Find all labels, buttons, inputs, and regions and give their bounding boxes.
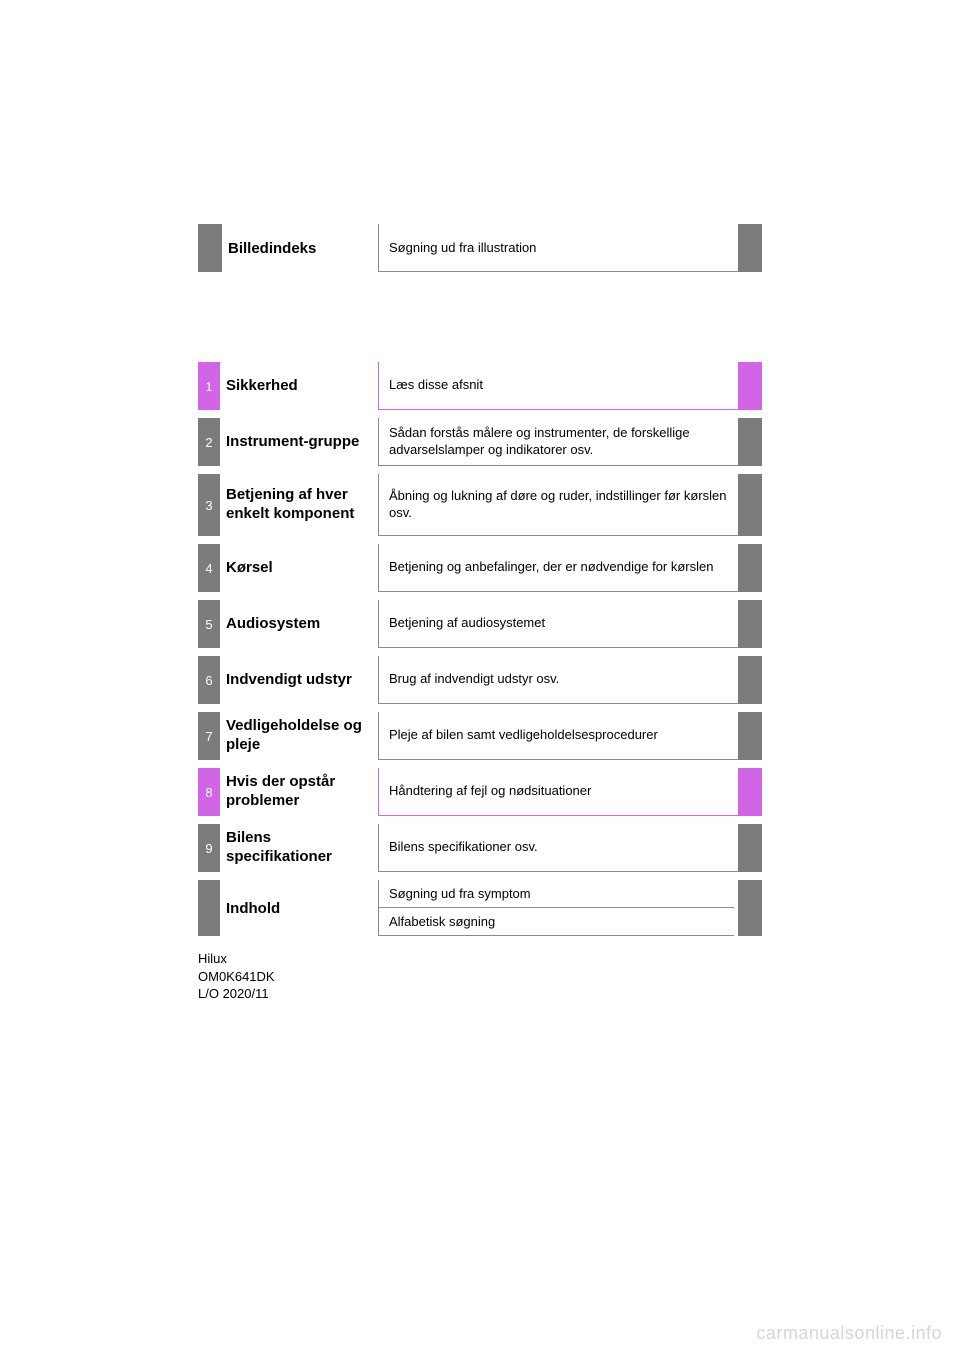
tab-block bbox=[198, 224, 222, 272]
chapter-desc: Sådan forstås målere og instrumenter, de… bbox=[378, 418, 738, 466]
chapter-number: 6 bbox=[198, 656, 220, 704]
chapter-title: Betjening af hver enkelt komponent bbox=[220, 474, 378, 536]
edge-tab bbox=[738, 600, 762, 648]
chapter-title: Sikkerhed bbox=[220, 362, 378, 410]
chapter-desc: Læs disse afsnit bbox=[378, 362, 738, 410]
chapter-desc: Pleje af bilen samt vedligeholdelsesproc… bbox=[378, 712, 738, 760]
contents-row[interactable]: Indhold Søgning ud fra symptom Alfabetis… bbox=[198, 880, 762, 936]
pictorial-index-desc: Søgning ud fra illustration bbox=[378, 224, 738, 272]
chapter-title: Indvendigt udstyr bbox=[220, 656, 378, 704]
chapter-desc: Brug af indvendigt udstyr osv. bbox=[378, 656, 738, 704]
edge-tab bbox=[738, 224, 762, 272]
chapter-number: 3 bbox=[198, 474, 220, 536]
edge-tab bbox=[738, 656, 762, 704]
chapter-row[interactable]: 5AudiosystemBetjening af audiosystemet bbox=[198, 600, 762, 648]
chapter-title: Kørsel bbox=[220, 544, 378, 592]
chapter-number: 1 bbox=[198, 362, 220, 410]
chapter-row[interactable]: 9Bilens specifikationerBilens specifikat… bbox=[198, 824, 762, 872]
chapter-desc: Betjening og anbefalinger, der er nødven… bbox=[378, 544, 738, 592]
chapter-row[interactable]: 2Instrument-gruppeSådan forstås målere o… bbox=[198, 418, 762, 466]
chapter-row[interactable]: 4KørselBetjening og anbefalinger, der er… bbox=[198, 544, 762, 592]
edge-tab bbox=[738, 362, 762, 410]
footer-model: Hilux bbox=[198, 950, 762, 968]
contents-alpha-row[interactable]: Alfabetisk søgning bbox=[378, 908, 762, 936]
chapter-title: Bilens specifikationer bbox=[220, 824, 378, 872]
footer-date: L/O 2020/11 bbox=[198, 985, 762, 1003]
contents-right: Søgning ud fra symptom Alfabetisk søgnin… bbox=[378, 880, 762, 936]
contents-symptom-label: Søgning ud fra symptom bbox=[378, 880, 734, 908]
chapter-number: 8 bbox=[198, 768, 220, 816]
chapter-list: 1SikkerhedLæs disse afsnit 2Instrument-gr… bbox=[198, 362, 762, 872]
contents-title: Indhold bbox=[220, 880, 378, 936]
chapter-desc: Betjening af audiosystemet bbox=[378, 600, 738, 648]
watermark-text: carmanualsonline.info bbox=[756, 1323, 942, 1344]
pictorial-index-row[interactable]: Billedindeks Søgning ud fra illustration bbox=[198, 224, 762, 272]
edge-tab bbox=[738, 418, 762, 466]
edge-tab bbox=[738, 712, 762, 760]
edge-tab bbox=[738, 908, 762, 936]
edge-tab bbox=[738, 880, 762, 908]
chapter-number: 2 bbox=[198, 418, 220, 466]
chapter-desc: Håndtering af fejl og nødsituationer bbox=[378, 768, 738, 816]
tab-block bbox=[198, 880, 220, 936]
chapter-desc: Åbning og lukning af døre og ruder, inds… bbox=[378, 474, 738, 536]
chapter-title: Audiosystem bbox=[220, 600, 378, 648]
chapter-number: 9 bbox=[198, 824, 220, 872]
edge-tab bbox=[738, 824, 762, 872]
page-content: Billedindeks Søgning ud fra illustration… bbox=[198, 224, 762, 1003]
chapter-row[interactable]: 8Hvis der opstår problemerHåndtering af … bbox=[198, 768, 762, 816]
chapter-row[interactable]: 1SikkerhedLæs disse afsnit bbox=[198, 362, 762, 410]
footer-block: Hilux OM0K641DK L/O 2020/11 bbox=[198, 950, 762, 1003]
chapter-row[interactable]: 6Indvendigt udstyrBrug af indvendigt uds… bbox=[198, 656, 762, 704]
edge-tab bbox=[738, 768, 762, 816]
edge-tab bbox=[738, 544, 762, 592]
footer-code: OM0K641DK bbox=[198, 968, 762, 986]
edge-tab bbox=[738, 474, 762, 536]
contents-alpha-label: Alfabetisk søgning bbox=[378, 908, 734, 936]
chapter-number: 4 bbox=[198, 544, 220, 592]
chapter-row[interactable]: 7Vedligeholdelse og plejePleje af bilen … bbox=[198, 712, 762, 760]
chapter-number: 7 bbox=[198, 712, 220, 760]
contents-symptom-row[interactable]: Søgning ud fra symptom bbox=[378, 880, 762, 908]
chapter-title: Instrument-gruppe bbox=[220, 418, 378, 466]
pictorial-index-title: Billedindeks bbox=[222, 224, 378, 272]
chapter-row[interactable]: 3Betjening af hver enkelt komponentÅbnin… bbox=[198, 474, 762, 536]
chapter-number: 5 bbox=[198, 600, 220, 648]
chapter-title: Vedligeholdelse og pleje bbox=[220, 712, 378, 760]
chapter-title: Hvis der opstår problemer bbox=[220, 768, 378, 816]
chapter-desc: Bilens specifikationer osv. bbox=[378, 824, 738, 872]
